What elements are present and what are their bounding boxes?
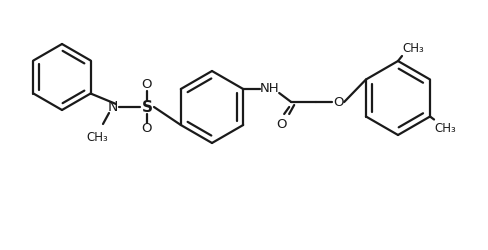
- Text: S: S: [142, 100, 152, 114]
- Text: N: N: [108, 100, 118, 114]
- Text: CH₃: CH₃: [86, 131, 108, 144]
- Text: CH₃: CH₃: [402, 42, 424, 55]
- Text: NH: NH: [259, 82, 279, 96]
- Text: O: O: [276, 118, 286, 130]
- Text: O: O: [142, 122, 152, 136]
- Text: CH₃: CH₃: [434, 122, 456, 134]
- Text: O: O: [333, 96, 344, 108]
- Text: O: O: [142, 78, 152, 92]
